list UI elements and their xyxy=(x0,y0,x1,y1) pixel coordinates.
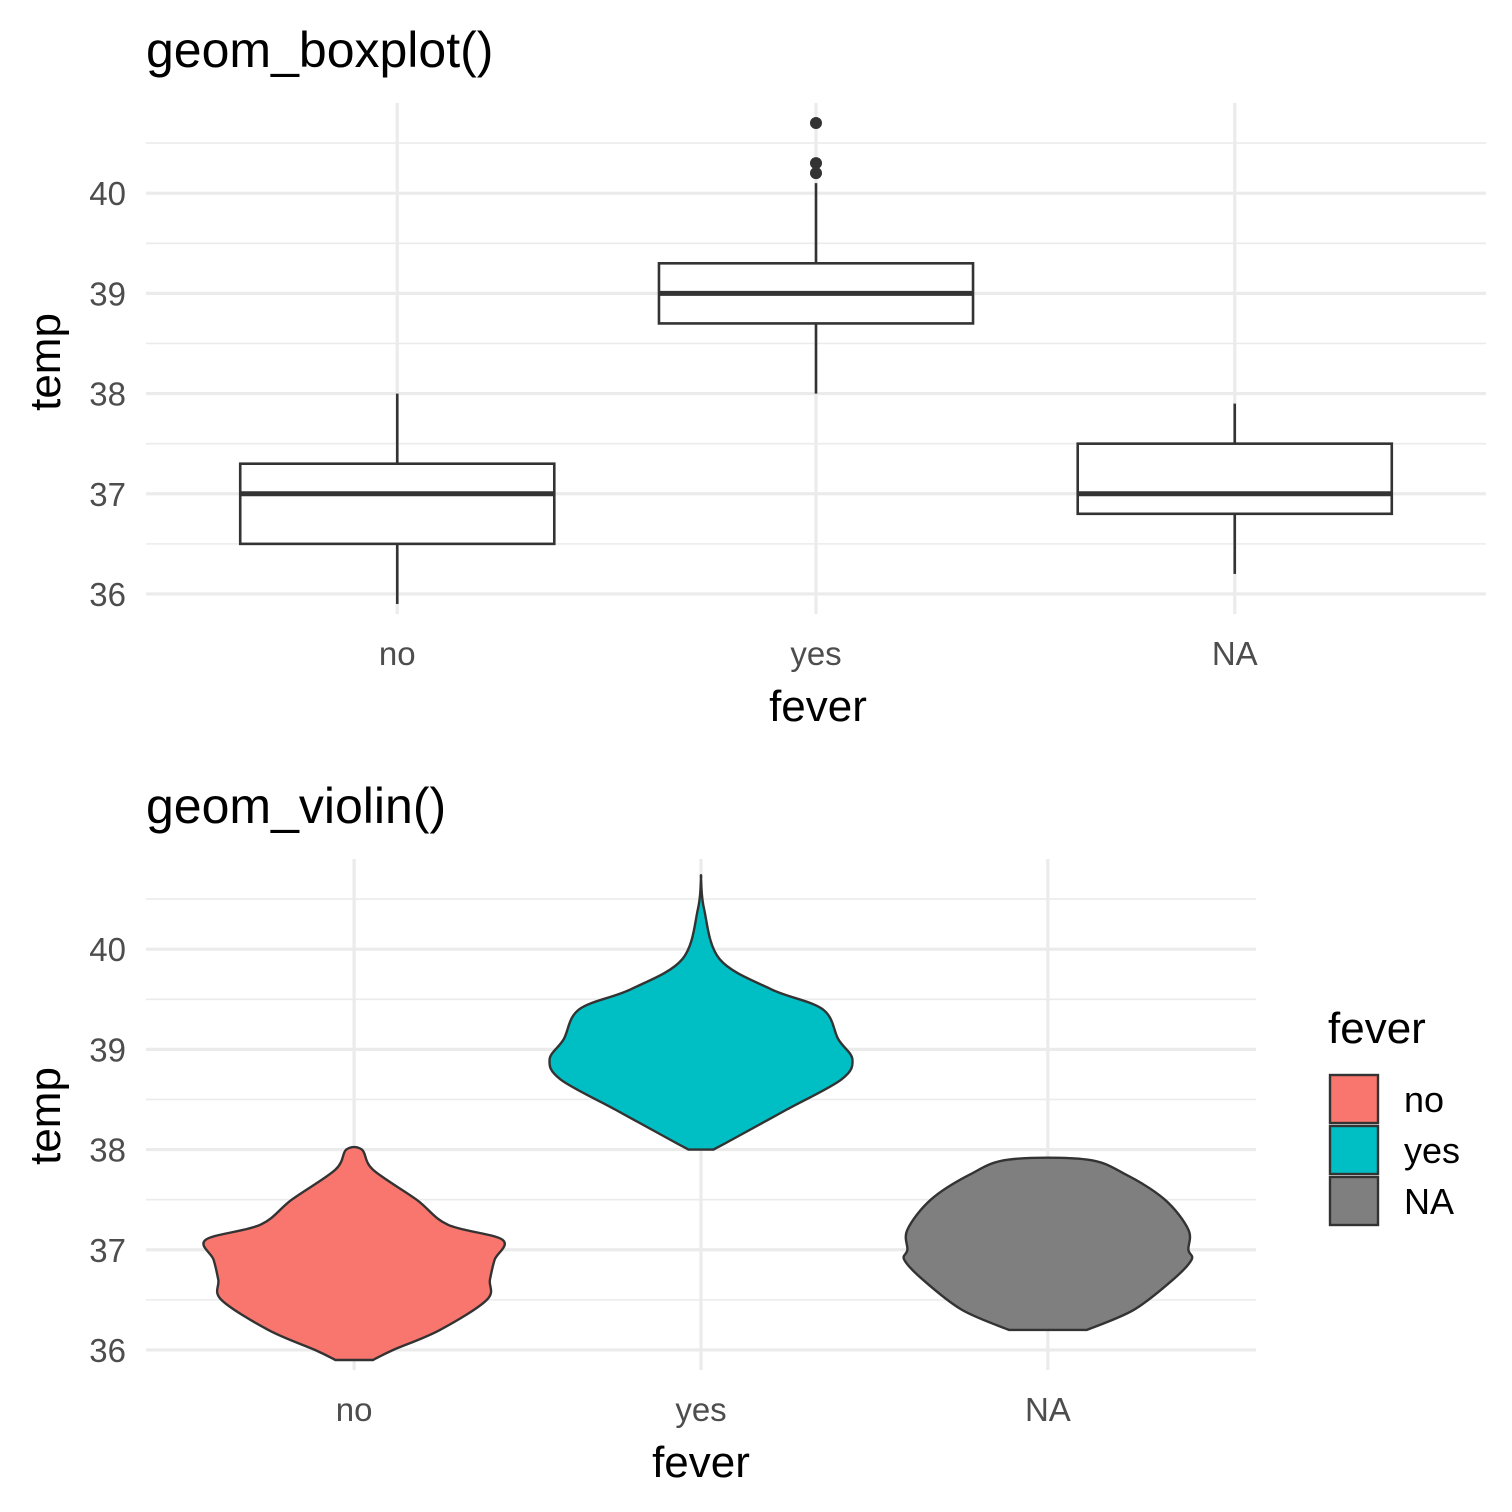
violin-panel: 36 37 38 39 40 no yes NA geom_violin() fever t… xyxy=(21,778,1256,1487)
x-tick-label: yes xyxy=(675,1391,726,1428)
outlier-point xyxy=(810,157,822,170)
box xyxy=(238,462,556,546)
violin-y-tick-labels: 36 37 38 39 40 xyxy=(89,931,126,1369)
outlier-point xyxy=(810,167,822,180)
legend-key-no xyxy=(1328,1073,1380,1125)
legend: fever no yes NA xyxy=(1328,1004,1460,1227)
boxplot-yes xyxy=(657,117,975,394)
y-tick-label: 37 xyxy=(89,1232,126,1269)
x-tick-label: NA xyxy=(1212,635,1258,672)
y-tick-label: 39 xyxy=(89,1031,126,1068)
boxplot-title: geom_boxplot() xyxy=(146,22,493,78)
legend-entries: no yes NA xyxy=(1328,1073,1460,1227)
violin-x-axis-title: fever xyxy=(652,1438,750,1487)
x-tick-label: NA xyxy=(1025,1391,1071,1428)
legend-title: fever xyxy=(1328,1004,1426,1053)
legend-key-NA xyxy=(1328,1175,1380,1227)
violin-title: geom_violin() xyxy=(146,778,446,834)
x-tick-label: no xyxy=(336,1391,373,1428)
legend-key-yes xyxy=(1328,1124,1380,1176)
x-tick-label: yes xyxy=(790,635,841,672)
boxplot-marks xyxy=(238,117,1394,604)
y-tick-label: 37 xyxy=(89,476,126,513)
y-tick-label: 40 xyxy=(89,175,126,212)
boxplot-x-axis-title: fever xyxy=(769,682,867,731)
outlier-point xyxy=(810,117,822,130)
violin-marks xyxy=(202,874,1194,1362)
violin-x-tick-labels: no yes NA xyxy=(336,1391,1071,1428)
y-tick-label: 38 xyxy=(89,1132,126,1169)
legend-label: yes xyxy=(1404,1130,1460,1171)
violin-no xyxy=(202,1145,506,1362)
violin-y-axis-title: temp xyxy=(21,1067,70,1165)
boxplot-y-tick-labels: 36 37 38 39 40 xyxy=(89,175,126,613)
y-tick-label: 36 xyxy=(89,576,126,613)
y-tick-label: 38 xyxy=(89,376,126,413)
legend-label: NA xyxy=(1404,1181,1454,1222)
y-tick-label: 36 xyxy=(89,1332,126,1369)
box xyxy=(1076,442,1394,516)
boxplot-y-axis-title: temp xyxy=(21,313,70,411)
violin-yes xyxy=(548,874,854,1151)
violin-NA xyxy=(902,1156,1194,1332)
x-tick-label: no xyxy=(379,635,416,672)
boxplot-x-tick-labels: no yes NA xyxy=(379,635,1258,672)
boxplot-NA xyxy=(1076,403,1394,574)
y-tick-label: 39 xyxy=(89,275,126,312)
boxplot-no xyxy=(238,393,556,604)
y-tick-label: 40 xyxy=(89,931,126,968)
legend-label: no xyxy=(1404,1079,1444,1120)
